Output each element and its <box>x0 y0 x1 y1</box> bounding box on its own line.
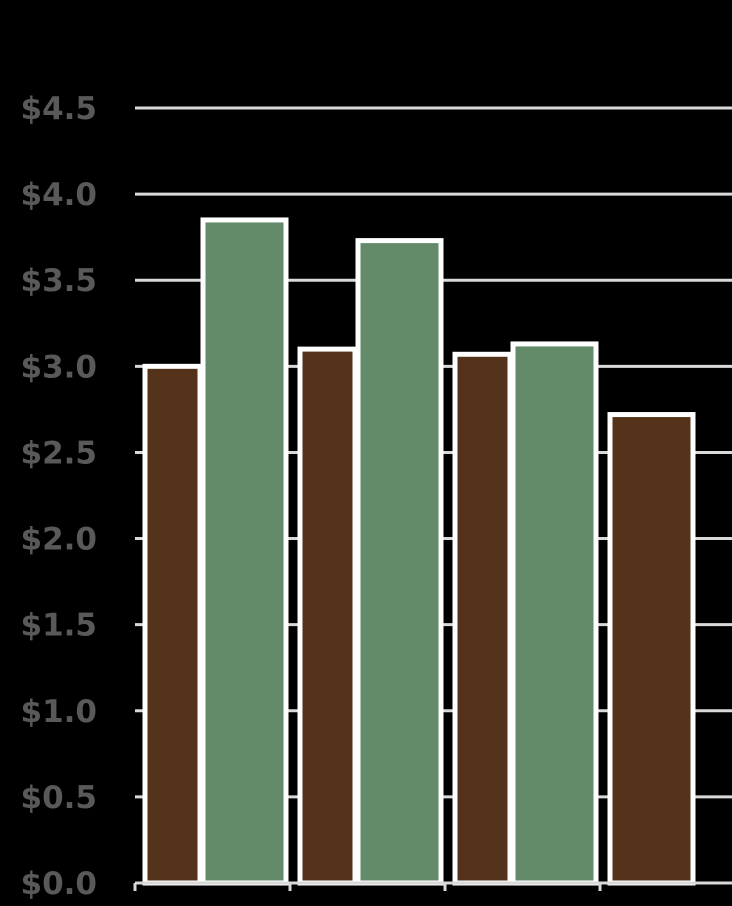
bar-series-1-group-2 <box>297 346 358 886</box>
x-axis <box>133 881 732 891</box>
bars <box>142 217 696 886</box>
y-axis-tick-labels: $0.0 $0.5 $1.0 $1.5 $2.0 $2.5 $3.0 $3.5 $4.0 $4.5 <box>21 91 98 902</box>
y-tick-label: $4.0 <box>21 177 98 213</box>
bar-series-2-group-1 <box>200 217 289 886</box>
y-tick-label: $2.0 <box>21 522 98 558</box>
bar-series-1-group-4 <box>607 412 696 886</box>
y-tick-label: $1.0 <box>21 694 98 730</box>
y-tick-label: $1.5 <box>21 608 98 644</box>
bar-series-2-group-3 <box>510 341 599 886</box>
y-tick-label: $0.5 <box>21 780 98 816</box>
y-tick-label: $3.0 <box>21 349 98 385</box>
bar-series-1-group-3 <box>452 351 513 886</box>
y-tick-label: $3.5 <box>21 263 98 299</box>
y-tick-label: $2.5 <box>21 435 98 471</box>
y-tick-label: $4.5 <box>21 91 98 127</box>
bar-series-2-group-2 <box>355 238 444 886</box>
y-tick-label: $0.0 <box>21 866 98 902</box>
bar-series-1-group-1 <box>142 363 203 886</box>
